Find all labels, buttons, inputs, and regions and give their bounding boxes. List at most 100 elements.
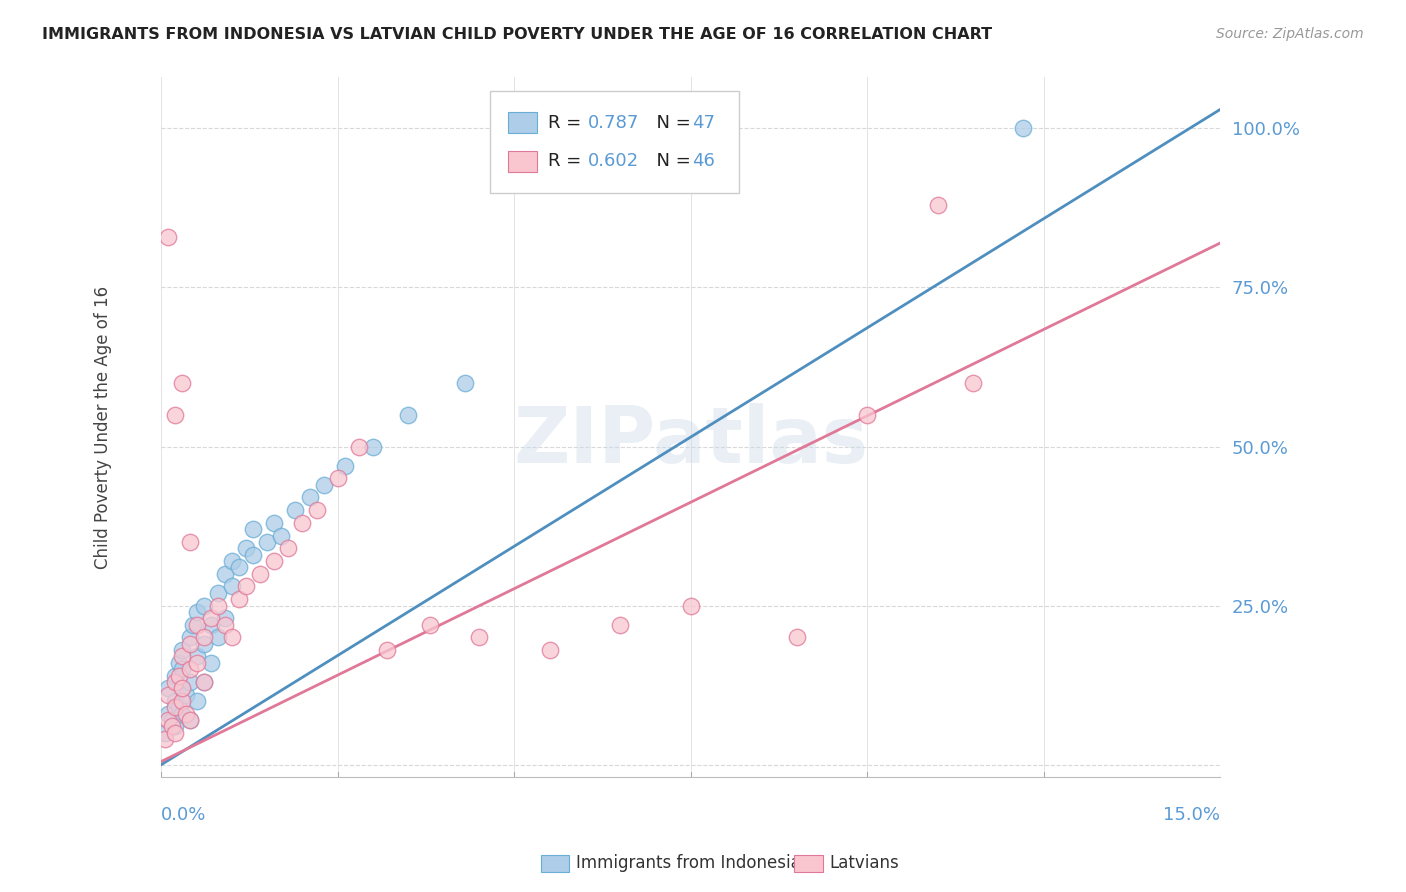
- Point: [214, 611, 236, 625]
- Point: [256, 535, 278, 549]
- Text: Child Poverty Under the Age of 16: Child Poverty Under the Age of 16: [94, 285, 112, 569]
- Point: [167, 700, 190, 714]
- Point: [172, 681, 194, 696]
- Point: [361, 440, 384, 454]
- Point: [270, 528, 292, 542]
- Text: R =: R =: [548, 114, 586, 132]
- Point: [153, 726, 176, 740]
- Point: [856, 408, 879, 422]
- Point: [228, 592, 250, 607]
- Point: [174, 688, 197, 702]
- Text: Immigrants from Indonesia: Immigrants from Indonesia: [576, 855, 801, 872]
- Point: [179, 631, 201, 645]
- Point: [207, 586, 229, 600]
- Point: [538, 643, 561, 657]
- Text: IMMIGRANTS FROM INDONESIA VS LATVIAN CHILD POVERTY UNDER THE AGE OF 16 CORRELATI: IMMIGRANTS FROM INDONESIA VS LATVIAN CHI…: [42, 27, 993, 42]
- Text: 46: 46: [692, 153, 714, 170]
- Point: [326, 471, 349, 485]
- Point: [200, 656, 222, 670]
- Point: [679, 599, 702, 613]
- Point: [167, 656, 190, 670]
- Point: [263, 554, 285, 568]
- Point: [786, 631, 808, 645]
- Point: [186, 649, 208, 664]
- Point: [165, 675, 187, 690]
- Point: [235, 541, 257, 556]
- Point: [242, 522, 264, 536]
- Point: [157, 229, 180, 244]
- Point: [609, 617, 631, 632]
- Point: [1011, 121, 1033, 136]
- Point: [375, 643, 398, 657]
- Point: [249, 566, 271, 581]
- Point: [172, 662, 194, 676]
- Point: [179, 637, 201, 651]
- Point: [221, 554, 243, 568]
- Point: [186, 605, 208, 619]
- Point: [193, 675, 215, 690]
- Point: [157, 713, 180, 727]
- Point: [157, 688, 180, 702]
- Point: [165, 719, 187, 733]
- Text: Source: ZipAtlas.com: Source: ZipAtlas.com: [1216, 27, 1364, 41]
- Bar: [508, 112, 537, 134]
- Point: [165, 694, 187, 708]
- Point: [242, 548, 264, 562]
- Point: [165, 700, 187, 714]
- Point: [172, 694, 194, 708]
- Point: [312, 477, 335, 491]
- Text: 0.787: 0.787: [588, 114, 640, 132]
- Point: [193, 631, 215, 645]
- Point: [172, 706, 194, 721]
- Point: [207, 631, 229, 645]
- Point: [179, 713, 201, 727]
- Point: [298, 491, 321, 505]
- Point: [277, 541, 299, 556]
- FancyBboxPatch shape: [489, 92, 738, 193]
- Point: [167, 668, 190, 682]
- Point: [305, 503, 328, 517]
- Text: R =: R =: [548, 153, 586, 170]
- Point: [347, 440, 370, 454]
- Point: [160, 713, 183, 727]
- Point: [454, 376, 477, 390]
- Text: 0.0%: 0.0%: [162, 806, 207, 824]
- Point: [193, 675, 215, 690]
- Point: [214, 566, 236, 581]
- Point: [179, 713, 201, 727]
- Point: [263, 516, 285, 530]
- Text: 47: 47: [692, 114, 714, 132]
- Text: N =: N =: [645, 114, 697, 132]
- Text: Latvians: Latvians: [830, 855, 900, 872]
- Text: 0.602: 0.602: [588, 153, 640, 170]
- Point: [186, 694, 208, 708]
- Text: N =: N =: [645, 153, 697, 170]
- Point: [284, 503, 307, 517]
- Point: [235, 579, 257, 593]
- Point: [200, 611, 222, 625]
- Point: [214, 617, 236, 632]
- Point: [962, 376, 984, 390]
- Point: [172, 649, 194, 664]
- Point: [186, 656, 208, 670]
- Point: [221, 579, 243, 593]
- Point: [160, 719, 183, 733]
- Point: [927, 197, 949, 211]
- Point: [228, 560, 250, 574]
- Point: [165, 408, 187, 422]
- Bar: [508, 151, 537, 172]
- Point: [165, 668, 187, 682]
- Point: [291, 516, 314, 530]
- Point: [172, 643, 194, 657]
- Point: [193, 599, 215, 613]
- Text: 15.0%: 15.0%: [1164, 806, 1220, 824]
- Point: [468, 631, 491, 645]
- Point: [153, 732, 176, 747]
- Point: [419, 617, 441, 632]
- Point: [181, 617, 204, 632]
- Point: [333, 458, 356, 473]
- Point: [165, 726, 187, 740]
- Point: [200, 617, 222, 632]
- Text: ZIPatlas: ZIPatlas: [513, 403, 869, 479]
- Point: [157, 681, 180, 696]
